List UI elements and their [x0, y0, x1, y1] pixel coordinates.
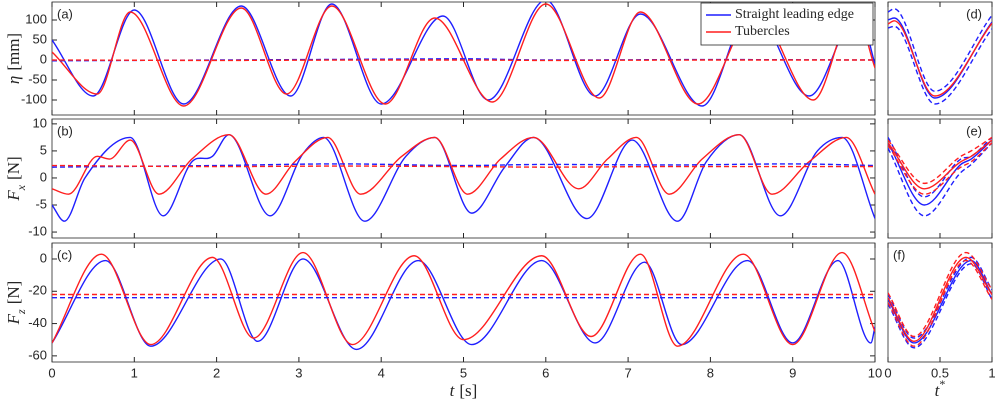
label-sub: z — [14, 309, 28, 315]
y-tick-label: 10 — [33, 115, 47, 130]
y-tick-label: -5 — [35, 196, 47, 211]
dashed-line — [888, 259, 992, 347]
label-symbol: t — [935, 381, 941, 400]
label-sup: * — [939, 377, 945, 391]
y-tick-label: -60 — [28, 347, 47, 362]
panel-label: (a) — [57, 6, 73, 21]
panel-label: (f) — [893, 247, 905, 262]
panel-label: (b) — [57, 123, 73, 138]
label-unit: [mm] — [4, 33, 23, 71]
dashed-line — [888, 136, 992, 185]
dashed-line — [888, 256, 992, 339]
axis-label: Fx [N] — [4, 156, 28, 201]
y-tick-label: -10 — [28, 223, 47, 238]
line — [888, 139, 992, 190]
dashed-line — [888, 142, 992, 195]
x-tick-label: 7 — [624, 365, 631, 380]
legend-label: Straight leading edge — [735, 7, 854, 22]
line — [888, 256, 992, 343]
panel-label: (e) — [966, 123, 982, 138]
label-symbol: F — [4, 313, 23, 325]
dashed-line — [888, 251, 992, 338]
x-tick-label: 2 — [213, 365, 220, 380]
axis-label: Fz [N] — [4, 281, 28, 326]
x-tick-label: 3 — [295, 365, 302, 380]
dashed-line — [888, 136, 992, 198]
axis-label: t* — [935, 377, 946, 400]
legend-label: Tubercles — [735, 24, 790, 39]
label-sub: x — [14, 184, 28, 191]
x-tick-label: 6 — [542, 365, 549, 380]
label-unit: [s] — [459, 381, 477, 400]
plot-area — [51, 242, 876, 363]
line — [52, 133, 875, 195]
x-tick-label: 0 — [48, 365, 55, 380]
line — [52, 251, 875, 347]
y-tick-label: -100 — [21, 91, 47, 106]
x-tick-label: 5 — [460, 365, 467, 380]
label-unit: [N] — [4, 156, 23, 180]
label-unit: [N] — [4, 281, 23, 305]
dashed-line — [52, 163, 875, 168]
x-tick-label: 1 — [988, 365, 995, 380]
panel-label: (d) — [966, 6, 982, 21]
x-tick-label: 8 — [707, 365, 714, 380]
plot-area — [51, 118, 876, 239]
x-tick-label: 0.5 — [931, 365, 949, 380]
panel-label: (c) — [57, 247, 72, 262]
dashed-line — [888, 8, 992, 92]
x-tick-label: 10 — [868, 365, 882, 380]
x-tick-label: 0 — [884, 365, 891, 380]
y-tick-label: -50 — [28, 71, 47, 86]
y-tick-label: -20 — [28, 283, 47, 298]
line — [888, 259, 992, 344]
y-tick-label: 0 — [40, 51, 47, 66]
y-tick-label: 50 — [33, 31, 47, 46]
line — [888, 139, 992, 206]
y-tick-label: 100 — [25, 11, 47, 26]
x-tick-label: 4 — [378, 365, 385, 380]
y-tick-label: -40 — [28, 315, 47, 330]
dashed-line — [52, 164, 875, 168]
legend-box — [700, 2, 874, 46]
y-tick-label: 0 — [40, 250, 47, 265]
y-tick-label: 0 — [40, 169, 47, 184]
label-symbol: F — [4, 190, 23, 202]
line — [888, 20, 992, 97]
dashed-line — [888, 142, 992, 217]
label-symbol: η — [4, 76, 23, 84]
dashed-line — [888, 25, 992, 105]
axis-label: η [mm] — [4, 33, 23, 84]
line — [52, 258, 875, 351]
label-symbol: t — [450, 381, 456, 400]
x-tick-label: 1 — [131, 365, 138, 380]
x-tick-label: 9 — [789, 365, 796, 380]
axis-label: t [s] — [450, 381, 478, 400]
y-tick-label: 5 — [40, 142, 47, 157]
